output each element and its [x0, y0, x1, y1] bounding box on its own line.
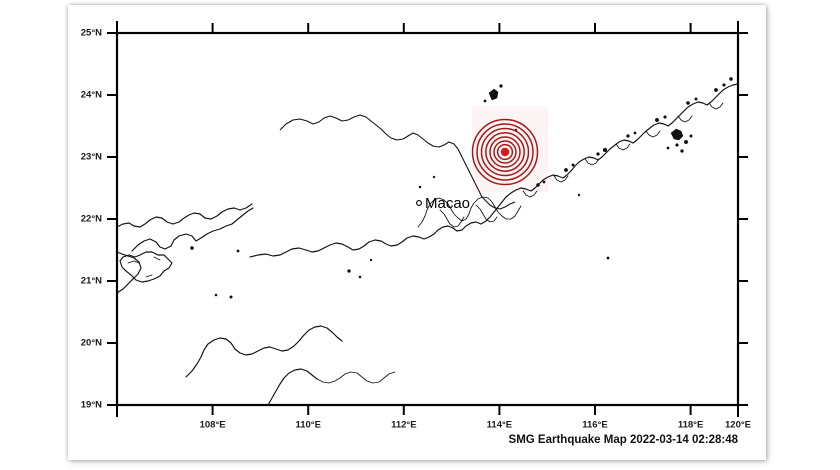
province-border — [279, 114, 483, 198]
coastline-east-guangdong — [480, 83, 738, 225]
y-tick-label-25n: 25°N — [81, 28, 102, 39]
coastline-layer: Macao — [117, 77, 738, 405]
earthquake-map-figure: Macao — [81, 21, 751, 446]
y-axis-labels: 25°N 24°N 23°N 22°N 21°N 20°N 19°N — [81, 28, 102, 411]
macao-label: Macao — [425, 195, 470, 212]
y-tick-label-24n: 24°N — [81, 90, 102, 101]
x-tick-label-118e: 118°E — [678, 419, 703, 430]
x-tick-label-120e: 120°E — [725, 419, 751, 430]
coastline-hainan-detail — [127, 256, 161, 278]
y-axis-ticks — [107, 32, 117, 406]
coastline-fujian-detail — [522, 102, 724, 198]
y-axis-ticks-right — [738, 32, 748, 406]
macao-dot — [416, 200, 422, 206]
x-tick-label-108e: 108°E — [200, 419, 226, 430]
island-cluster-fujian — [536, 77, 733, 187]
y-tick-label-21n: 21°N — [81, 276, 102, 287]
province-border-branch — [481, 196, 516, 210]
coastline-vietnam — [185, 325, 343, 378]
y-tick-label-23n: 23°N — [81, 152, 102, 163]
coastline-pearl-delta — [417, 196, 522, 228]
coastline-tonkin — [117, 251, 142, 294]
coastline-vietnam-detail — [316, 371, 396, 384]
x-axis-ticks — [116, 405, 739, 417]
x-tick-label-116e: 116°E — [582, 419, 607, 430]
coastline-guangdong — [249, 221, 482, 258]
epicenter-marker — [471, 106, 548, 192]
island-cluster-north — [483, 84, 503, 103]
x-tick-label-112e: 112°E — [391, 419, 416, 430]
coastline-vietnam-south — [267, 368, 318, 405]
coastline-delta-inner — [439, 209, 465, 228]
city-marker-macao: Macao — [416, 195, 470, 212]
map-card: Macao — [68, 5, 766, 460]
x-axis-labels: 108°E 110°E 112°E 114°E 116°E 118°E 120°… — [200, 419, 751, 430]
coastline-delta-inner-2 — [475, 204, 498, 223]
plot-background — [117, 33, 738, 405]
y-tick-label-22n: 22°N — [81, 214, 102, 225]
island-cluster-penghu — [666, 128, 693, 153]
x-axis-ticks-top — [116, 21, 739, 33]
x-tick-label-114e: 114°E — [487, 419, 512, 430]
y-tick-label-19n: 19°N — [81, 400, 102, 411]
x-tick-label-110e: 110°E — [295, 419, 320, 430]
coastline-guangxi — [117, 203, 253, 228]
map-caption: SMG Earthquake Map 2022-03-14 02:28:48 — [509, 434, 739, 446]
coastline-hainan — [119, 251, 173, 283]
coastline-leizhou — [131, 207, 254, 252]
y-tick-label-20n: 20°N — [81, 338, 102, 349]
